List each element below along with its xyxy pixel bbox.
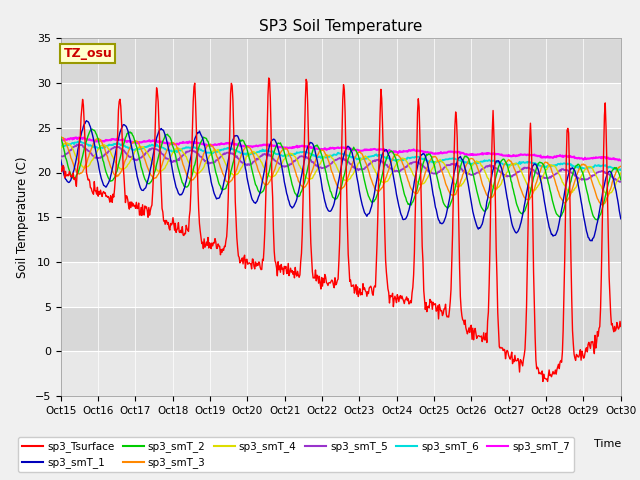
sp3_smT_7 — [67, 135, 75, 141]
Line: sp3_smT_7: sp3_smT_7 — [61, 137, 621, 161]
Line: sp3_Tsurface: sp3_Tsurface — [61, 78, 621, 382]
sp3_smT_1 — [588, 238, 596, 244]
Bar — [61, 128, 621, 172]
sp3_smT_4 — [617, 170, 625, 176]
sp3_Tsurface — [426, 297, 434, 302]
sp3_smT_7 — [182, 140, 190, 145]
sp3_smT_3 — [409, 189, 417, 195]
sp3_smT_2 — [182, 184, 190, 190]
sp3_smT_5 — [617, 179, 625, 184]
sp3_smT_2 — [67, 171, 75, 177]
sp3_smT_6 — [57, 144, 65, 149]
sp3_smT_6 — [617, 167, 625, 173]
sp3_smT_2 — [88, 126, 96, 132]
sp3_smT_3 — [67, 155, 75, 161]
sp3_smT_3 — [182, 168, 189, 174]
sp3_Tsurface — [57, 163, 65, 169]
sp3_smT_7 — [212, 142, 220, 147]
sp3_smT_7 — [617, 158, 625, 164]
sp3_smT_1 — [182, 178, 190, 184]
Line: sp3_smT_6: sp3_smT_6 — [61, 141, 621, 170]
Line: sp3_smT_3: sp3_smT_3 — [61, 137, 621, 205]
sp3_smT_4 — [212, 147, 220, 153]
sp3_smT_5 — [67, 147, 75, 153]
sp3_Tsurface — [67, 174, 75, 180]
sp3_smT_5 — [212, 157, 220, 163]
Line: sp3_smT_4: sp3_smT_4 — [61, 143, 621, 195]
sp3_smT_7 — [125, 138, 133, 144]
sp3_smT_4 — [604, 192, 611, 198]
sp3_Tsurface — [125, 203, 132, 208]
Bar — [61, 351, 621, 396]
sp3_smT_6 — [426, 158, 434, 164]
Text: Time: Time — [593, 439, 621, 449]
Bar — [61, 38, 621, 83]
sp3_smT_6 — [125, 146, 133, 152]
Text: TZ_osu: TZ_osu — [63, 48, 113, 60]
sp3_smT_5 — [616, 179, 624, 185]
sp3_smT_7 — [426, 150, 434, 156]
Line: sp3_smT_5: sp3_smT_5 — [61, 144, 621, 182]
sp3_smT_4 — [68, 144, 76, 150]
sp3_smT_2 — [125, 130, 133, 136]
sp3_smT_7 — [410, 146, 417, 152]
sp3_smT_4 — [125, 160, 133, 166]
sp3_smT_4 — [63, 140, 71, 146]
sp3_smT_3 — [211, 148, 219, 154]
sp3_smT_4 — [57, 145, 65, 151]
sp3_smT_5 — [75, 142, 83, 147]
Bar — [61, 262, 621, 307]
Bar — [61, 307, 621, 351]
sp3_smT_1 — [617, 216, 625, 222]
sp3_smT_6 — [613, 168, 621, 173]
sp3_smT_1 — [57, 157, 65, 163]
sp3_smT_3 — [57, 134, 65, 140]
Line: sp3_smT_2: sp3_smT_2 — [61, 129, 621, 220]
sp3_smT_6 — [212, 149, 220, 155]
sp3_smT_1 — [83, 118, 90, 123]
Y-axis label: Soil Temperature (C): Soil Temperature (C) — [16, 156, 29, 278]
sp3_smT_6 — [410, 155, 417, 160]
sp3_smT_3 — [125, 148, 132, 154]
Legend: sp3_Tsurface, sp3_smT_1, sp3_smT_2, sp3_smT_3, sp3_smT_4, sp3_smT_5, sp3_smT_6, : sp3_Tsurface, sp3_smT_1, sp3_smT_2, sp3_… — [18, 437, 574, 472]
sp3_smT_6 — [76, 138, 83, 144]
sp3_Tsurface — [182, 231, 189, 237]
sp3_smT_3 — [426, 159, 433, 165]
sp3_smT_7 — [72, 134, 80, 140]
sp3_Tsurface — [617, 324, 625, 329]
Title: SP3 Soil Temperature: SP3 Soil Temperature — [259, 20, 422, 35]
sp3_smT_4 — [426, 170, 434, 176]
sp3_smT_5 — [182, 149, 190, 155]
sp3_Tsurface — [211, 236, 219, 241]
Bar — [61, 172, 621, 217]
sp3_smT_4 — [410, 172, 417, 178]
sp3_smT_5 — [57, 153, 65, 159]
sp3_smT_4 — [182, 154, 190, 159]
sp3_smT_3 — [598, 202, 606, 208]
sp3_smT_6 — [182, 144, 190, 150]
sp3_smT_1 — [212, 194, 220, 200]
Bar — [61, 83, 621, 128]
sp3_smT_1 — [125, 134, 133, 140]
sp3_smT_1 — [410, 184, 417, 190]
Bar — [61, 217, 621, 262]
sp3_smT_7 — [57, 137, 65, 143]
sp3_smT_3 — [617, 164, 625, 169]
sp3_smT_1 — [426, 172, 434, 178]
sp3_smT_2 — [617, 177, 625, 182]
sp3_Tsurface — [265, 75, 273, 81]
sp3_smT_5 — [426, 169, 434, 175]
sp3_smT_2 — [410, 197, 417, 203]
sp3_smT_6 — [67, 141, 75, 147]
sp3_smT_2 — [212, 169, 220, 175]
Line: sp3_smT_1: sp3_smT_1 — [61, 120, 621, 241]
sp3_smT_2 — [593, 217, 600, 223]
sp3_smT_5 — [125, 154, 133, 160]
sp3_smT_2 — [57, 134, 65, 140]
sp3_smT_2 — [426, 151, 434, 157]
sp3_Tsurface — [544, 379, 552, 384]
sp3_smT_1 — [67, 177, 75, 183]
sp3_smT_5 — [410, 159, 417, 165]
sp3_Tsurface — [410, 272, 417, 278]
